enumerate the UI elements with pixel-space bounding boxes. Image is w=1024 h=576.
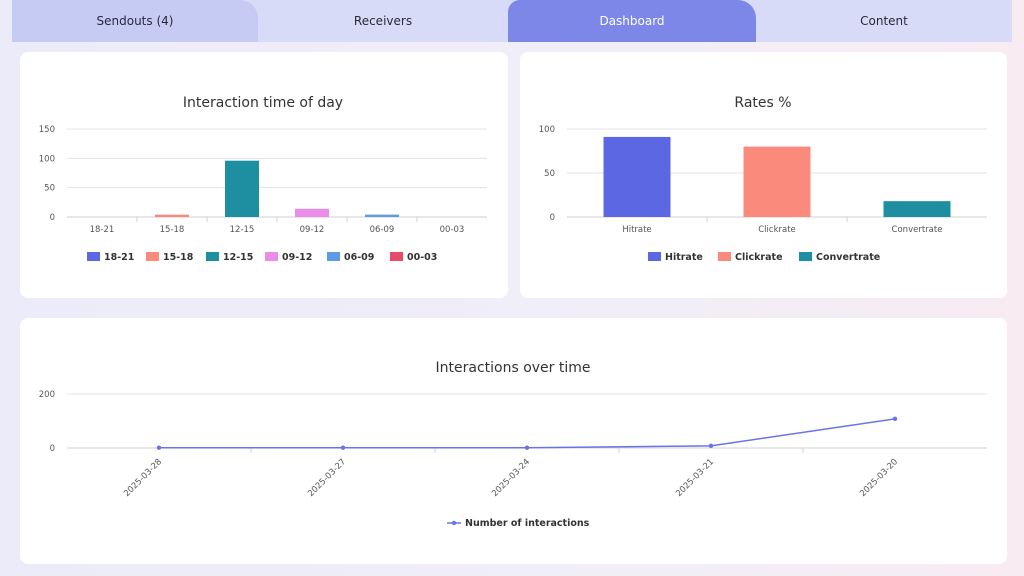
x-tick-label: 2025-03-28 xyxy=(122,457,164,499)
tab-label: Dashboard xyxy=(599,14,665,28)
tab-receivers[interactable]: Receivers xyxy=(258,0,508,42)
data-point xyxy=(708,443,714,449)
legend-label: 00-03 xyxy=(407,252,437,263)
legend-label: Clickrate xyxy=(735,252,783,263)
legend-swatch xyxy=(146,252,159,261)
legend-marker xyxy=(451,520,457,526)
interactions-over-time-card: Interactions over time 0 200 2025-03-28 2025… xyxy=(20,318,1007,564)
y-tick-label: 0 xyxy=(50,213,55,223)
x-tick-label: 12-15 xyxy=(230,225,255,235)
legend-swatch xyxy=(87,252,100,261)
x-tick-label: 15-18 xyxy=(160,225,185,235)
legend-swatch xyxy=(390,252,403,261)
legend-label: 18-21 xyxy=(104,252,134,263)
bar-06-09 xyxy=(365,214,399,217)
chart-title: Interaction time of day xyxy=(183,95,343,111)
interaction-time-card: Interaction time of day 0 50 100 150 18-21 15-… xyxy=(20,52,508,298)
legend-swatch xyxy=(718,252,731,261)
legend-swatch xyxy=(327,252,340,261)
x-tick-label: Clickrate xyxy=(758,225,796,235)
rates-card: Rates % 0 50 100 Hitrate Clickrate Convertrate… xyxy=(520,52,1007,298)
x-tick-label: 2025-03-27 xyxy=(306,457,348,499)
x-tick-label: 2025-03-21 xyxy=(674,457,716,499)
x-tick-label: 06-09 xyxy=(370,225,395,235)
x-tick-label: Convertrate xyxy=(892,225,943,235)
legend-swatch xyxy=(799,252,812,261)
tab-dashboard[interactable]: Dashboard xyxy=(508,0,756,42)
tab-label: Receivers xyxy=(353,14,413,28)
tab-content[interactable]: Content xyxy=(756,0,1012,42)
legend-swatch xyxy=(648,252,661,261)
bar-12-15 xyxy=(225,160,259,217)
tab-label: Sendouts (4) xyxy=(96,14,174,28)
data-point xyxy=(340,445,346,450)
x-tick-label: 2025-03-24 xyxy=(490,457,532,499)
bar-Convertrate xyxy=(883,201,951,217)
interaction-time-chart: Interaction time of day 0 50 100 150 18-21 15-… xyxy=(39,95,487,263)
y-tick-label: 0 xyxy=(50,444,55,454)
rates-chart: Rates % 0 50 100 Hitrate Clickrate Convertrate… xyxy=(539,95,987,263)
bar-09-12 xyxy=(295,208,329,217)
x-tick-label: 18-21 xyxy=(90,225,115,235)
bar-15-18 xyxy=(155,214,189,217)
data-point xyxy=(156,445,162,450)
data-point xyxy=(892,416,898,422)
legend-label: 15-18 xyxy=(163,252,194,263)
x-tick-label: 09-12 xyxy=(300,225,325,235)
tab-label: Content xyxy=(860,14,908,28)
tab-sendouts[interactable]: Sendouts (4) xyxy=(12,0,258,42)
x-tick-label: 2025-03-20 xyxy=(858,457,900,499)
x-tick-label: Hitrate xyxy=(622,225,651,235)
legend-swatch xyxy=(265,252,278,261)
legend-label: Convertrate xyxy=(816,252,880,263)
y-tick-label: 100 xyxy=(539,125,555,135)
chart-title: Interactions over time xyxy=(436,360,591,376)
legend-label: Hitrate xyxy=(665,252,703,263)
bar-Hitrate xyxy=(603,136,671,217)
bar-Clickrate xyxy=(743,146,811,217)
y-tick-label: 200 xyxy=(39,390,55,400)
y-tick-label: 50 xyxy=(44,184,55,194)
legend-label: 06-09 xyxy=(344,252,374,263)
legend-swatch xyxy=(206,252,219,261)
series-line-number-of-interactions xyxy=(159,418,896,449)
tab-bar: Sendouts (4) Receivers Dashboard Content xyxy=(12,0,1012,42)
y-tick-label: 100 xyxy=(39,154,55,164)
data-point xyxy=(524,445,530,450)
legend-label: 12-15 xyxy=(223,252,253,263)
legend-label: 09-12 xyxy=(282,252,312,263)
interactions-over-time-chart: Interactions over time 0 200 2025-03-28 2025… xyxy=(39,360,987,529)
legend-label: Number of interactions xyxy=(465,518,590,529)
y-tick-label: 0 xyxy=(550,213,555,223)
y-tick-label: 150 xyxy=(39,125,55,135)
y-tick-label: 50 xyxy=(544,169,555,179)
chart-title: Rates % xyxy=(734,95,791,111)
x-tick-label: 00-03 xyxy=(440,225,465,235)
